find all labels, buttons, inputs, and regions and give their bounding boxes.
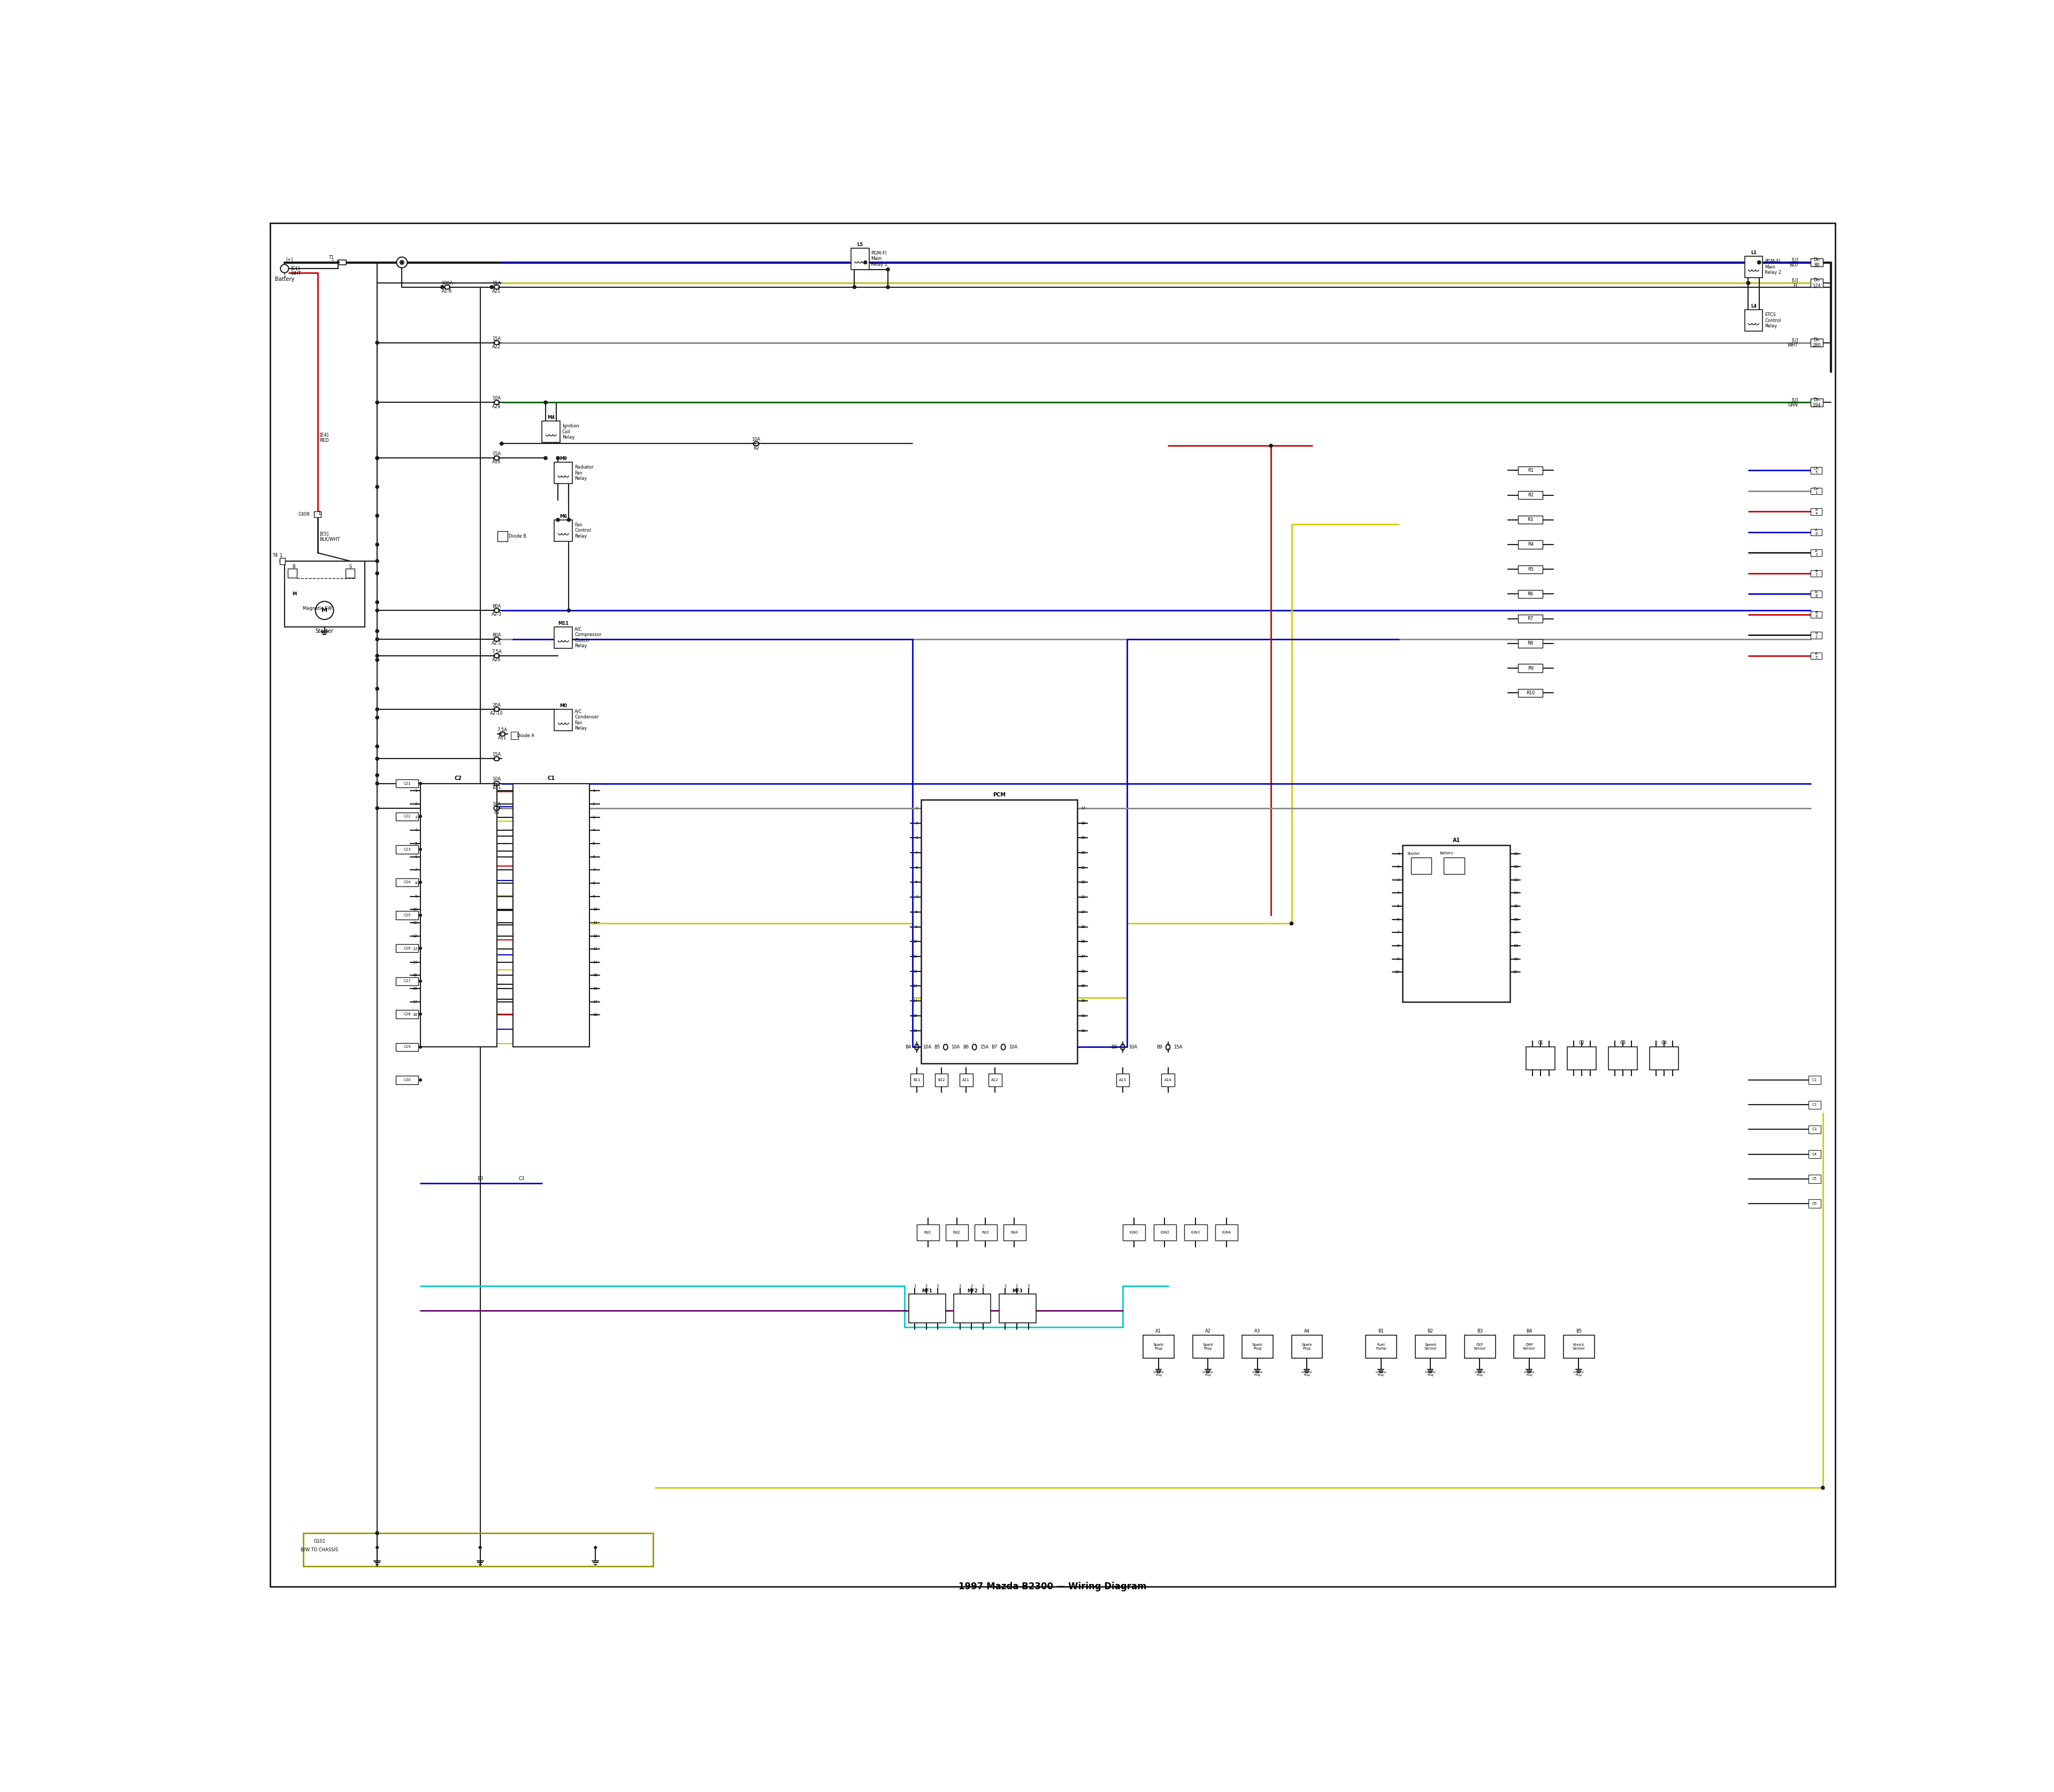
Circle shape: [376, 658, 378, 661]
Text: 18: 18: [1080, 821, 1085, 824]
Text: C28: C28: [405, 1012, 411, 1016]
Text: 7.5A: 7.5A: [491, 649, 501, 654]
Circle shape: [419, 980, 421, 982]
Circle shape: [376, 559, 378, 563]
Text: 6: 6: [1397, 918, 1399, 921]
Bar: [1518, 640, 1543, 647]
Bar: [1411, 858, 1432, 874]
Text: C2: C2: [1580, 1041, 1586, 1045]
Text: 20A: 20A: [493, 702, 501, 708]
Bar: [1518, 688, 1543, 697]
Circle shape: [376, 745, 378, 747]
Text: Battery: Battery: [275, 276, 294, 281]
Text: 32: 32: [1080, 1029, 1085, 1032]
Text: 10A: 10A: [752, 437, 760, 443]
Bar: [1154, 1224, 1177, 1240]
Text: 14: 14: [912, 1000, 918, 1002]
Text: 8: 8: [916, 910, 918, 914]
Text: 15: 15: [413, 973, 417, 977]
Text: C4: C4: [1662, 1041, 1668, 1045]
Text: B2: B2: [1428, 1330, 1434, 1333]
Bar: [1444, 858, 1465, 874]
Text: 15A: 15A: [493, 337, 501, 340]
Text: 25: 25: [1080, 925, 1085, 928]
Text: Dn
194: Dn 194: [1812, 398, 1822, 407]
Text: 80A: 80A: [493, 633, 501, 638]
Text: 9: 9: [1397, 957, 1399, 961]
Circle shape: [544, 457, 546, 461]
Circle shape: [442, 285, 444, 289]
Bar: [1403, 846, 1510, 1002]
Circle shape: [396, 256, 407, 267]
Text: B5: B5: [1575, 1330, 1582, 1333]
Bar: [920, 799, 1078, 1063]
Bar: [1810, 487, 1822, 495]
Text: Dn
124: Dn 124: [1812, 278, 1822, 289]
Text: T4: T4: [271, 554, 277, 557]
Text: 15: 15: [594, 973, 598, 977]
Text: 10A: 10A: [493, 778, 501, 781]
Text: 3: 3: [982, 1285, 984, 1288]
Bar: [314, 511, 320, 518]
Bar: [1808, 1150, 1820, 1158]
Text: T1: T1: [329, 254, 335, 260]
Text: B7: B7: [992, 1045, 998, 1050]
Circle shape: [852, 285, 857, 289]
Text: 14: 14: [594, 961, 598, 964]
Circle shape: [337, 262, 339, 263]
Bar: [908, 1294, 945, 1322]
Text: 10: 10: [413, 909, 417, 910]
Text: 7: 7: [916, 896, 918, 900]
Text: 12: 12: [413, 934, 417, 937]
Bar: [1563, 1335, 1594, 1358]
Text: 10A: 10A: [493, 396, 501, 401]
Text: A/C
Compressor
Clutch
Relay: A/C Compressor Clutch Relay: [575, 627, 602, 649]
Text: B5: B5: [935, 1045, 941, 1050]
Bar: [1124, 1224, 1146, 1240]
Text: C23: C23: [405, 848, 411, 851]
Bar: [1518, 466, 1543, 475]
Text: 21: 21: [1080, 866, 1085, 869]
Text: 9: 9: [415, 894, 417, 898]
Text: 18: 18: [594, 1012, 598, 1016]
Text: Ground
Plug: Ground Plug: [1376, 1371, 1386, 1376]
Circle shape: [594, 1546, 598, 1548]
Text: 7: 7: [415, 869, 417, 871]
Text: 28: 28: [1080, 969, 1085, 973]
Text: 17: 17: [594, 1000, 598, 1004]
Text: 17: 17: [1080, 806, 1085, 810]
Text: M9: M9: [559, 457, 567, 461]
Text: M: M: [292, 591, 296, 597]
Text: [E4]
RED: [E4] RED: [320, 432, 329, 443]
Circle shape: [557, 518, 559, 521]
Text: A3: A3: [1255, 1330, 1261, 1333]
Text: B9: B9: [1156, 1045, 1163, 1050]
Text: 5: 5: [594, 842, 596, 846]
Text: A12: A12: [992, 1079, 998, 1082]
Text: 13: 13: [594, 948, 598, 950]
Circle shape: [401, 260, 405, 265]
Bar: [396, 846, 419, 853]
Text: 3: 3: [1397, 878, 1399, 882]
Text: Spark
Plug: Spark Plug: [1202, 1342, 1214, 1349]
Bar: [1808, 1199, 1820, 1208]
Text: B4: B4: [906, 1045, 912, 1050]
Text: Speed
Sensor: Speed Sensor: [1423, 1342, 1436, 1349]
Text: R6: R6: [1528, 591, 1534, 597]
Text: 15: 15: [1514, 905, 1518, 909]
Text: C3: C3: [518, 1177, 524, 1181]
Text: Magnetic SW: Magnetic SW: [302, 606, 333, 611]
Bar: [1518, 665, 1543, 672]
Circle shape: [281, 265, 290, 272]
Circle shape: [376, 629, 378, 633]
Circle shape: [557, 457, 559, 461]
Text: C6: C6: [1812, 1202, 1818, 1206]
Bar: [1810, 258, 1822, 267]
Bar: [1193, 1335, 1224, 1358]
Text: 13: 13: [413, 948, 417, 950]
Circle shape: [376, 1546, 378, 1548]
Text: A2-10: A2-10: [491, 711, 503, 715]
Circle shape: [885, 285, 889, 289]
Circle shape: [376, 1532, 378, 1534]
Text: Ground
Plug: Ground Plug: [1202, 1371, 1214, 1376]
